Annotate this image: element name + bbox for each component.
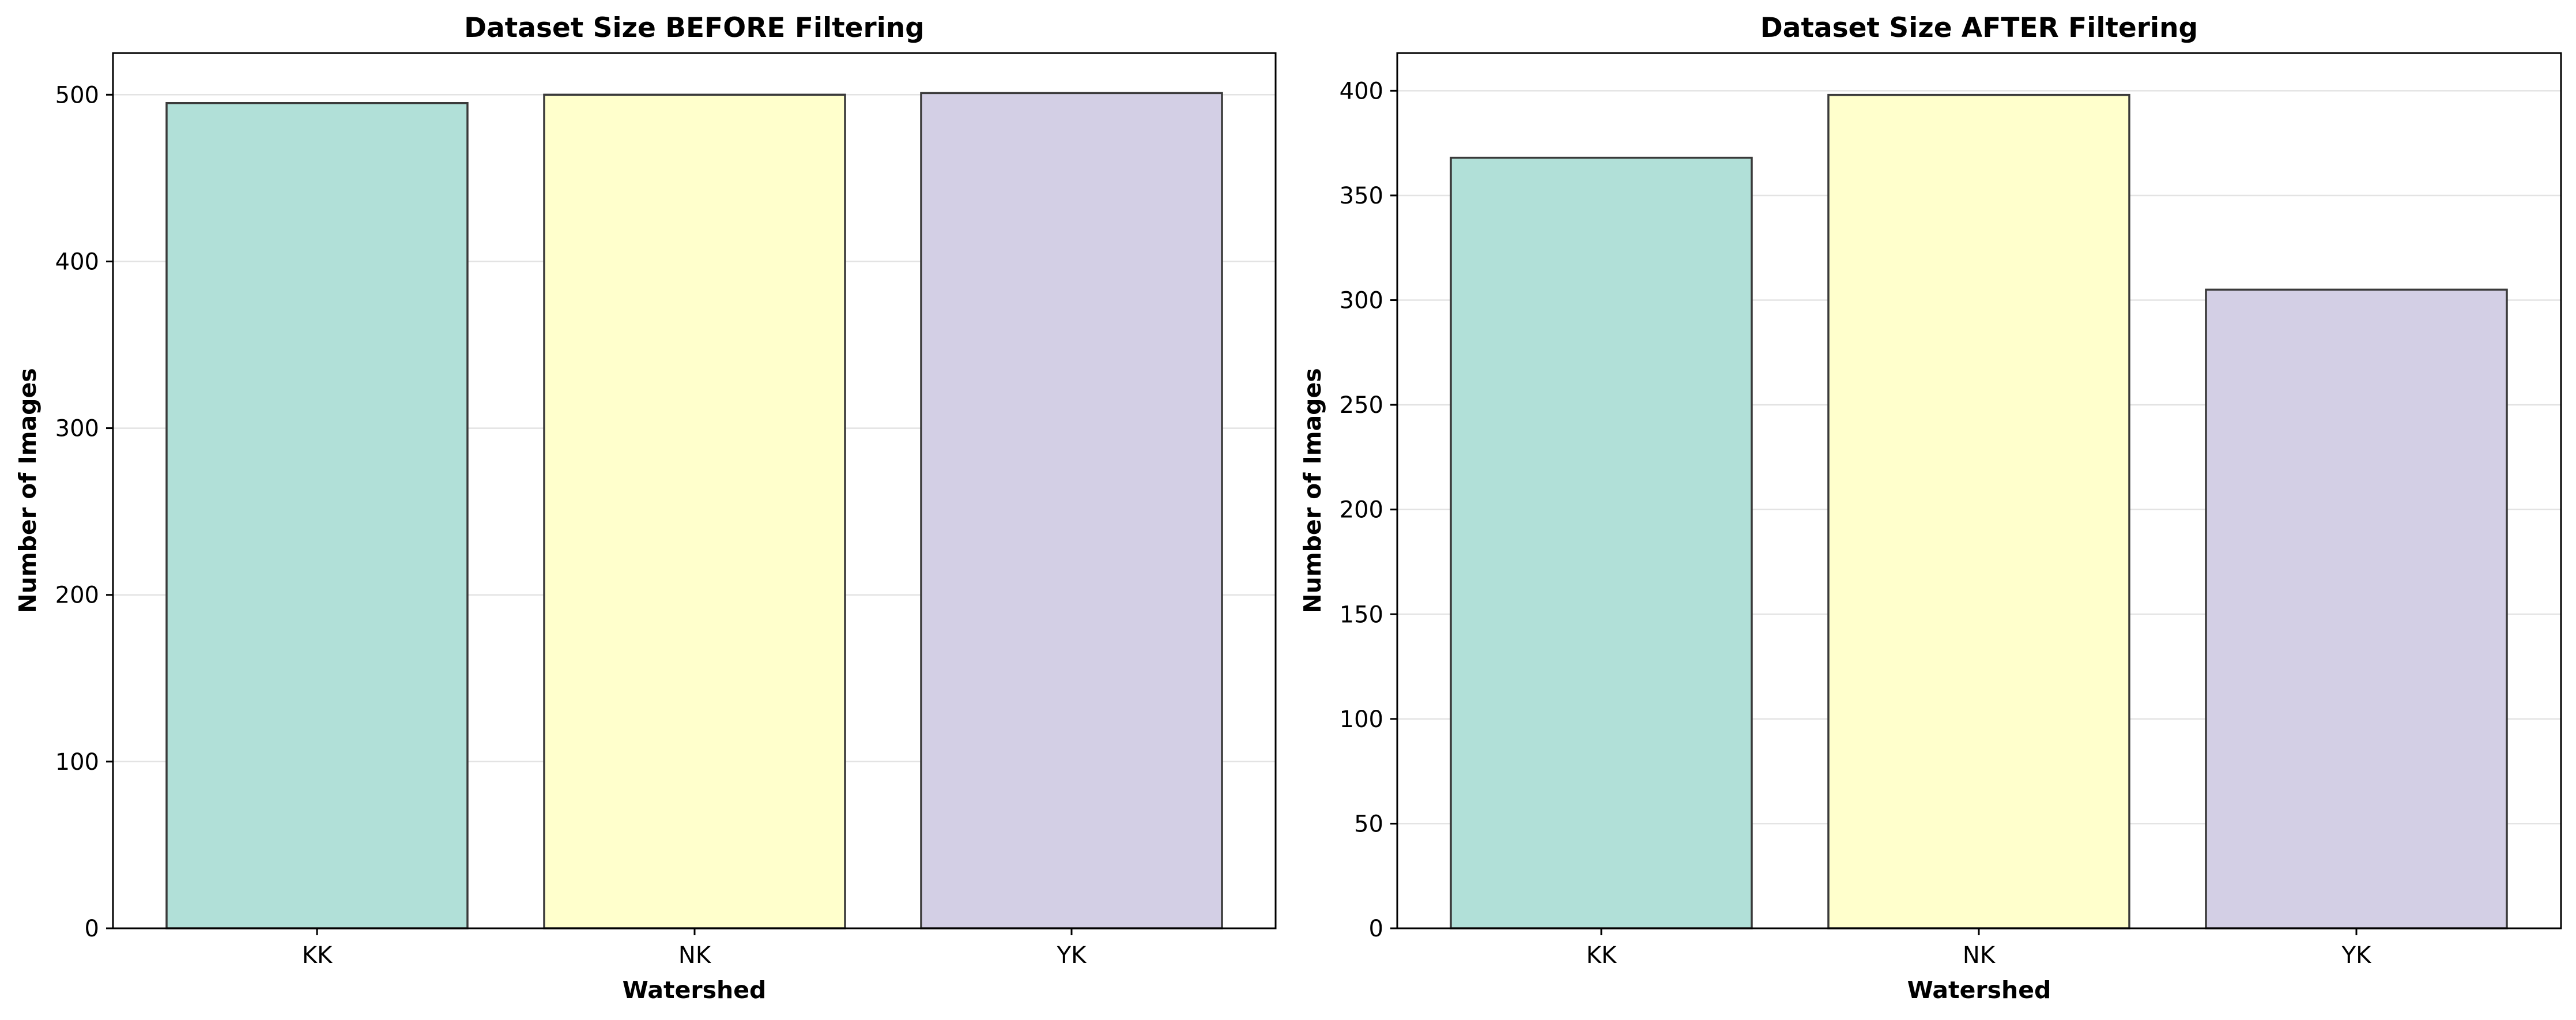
x-tick-label: YK	[2341, 942, 2372, 969]
y-tick-label: 200	[55, 582, 99, 609]
x-axis-label: Watershed	[1907, 976, 2051, 1004]
chart-title: Dataset Size BEFORE Filtering	[464, 12, 925, 44]
bar-kk	[165, 101, 469, 929]
y-tick-label: 50	[1354, 811, 1383, 837]
y-axis-label: Number of Images	[1299, 368, 1326, 613]
y-tick-label: 350	[1340, 183, 1383, 209]
chart-panel-2: 0 50 100 150 200 250 300 350 400 KK NK YK Dataset Si…	[1299, 12, 2562, 1004]
y-tick-label: 100	[1340, 706, 1383, 733]
y-axis-label: Number of Images	[14, 368, 42, 613]
y-tick-label: 400	[1340, 78, 1383, 104]
y-tick-label: 0	[1369, 916, 1383, 942]
bar-yk	[2205, 288, 2508, 929]
x-axis-label: Watershed	[623, 976, 767, 1004]
bar-nk	[1827, 93, 2130, 929]
y-tick-label: 200	[1340, 497, 1383, 524]
x-tick-label: YK	[1057, 942, 1087, 969]
y-tick-label: 150	[1340, 601, 1383, 628]
x-tick-label: KK	[302, 942, 333, 969]
x-tick-label: KK	[1586, 942, 1617, 969]
chart-panel-1: 0 100 200 300 400 500 KK NK YK Dataset Size BEFOR…	[14, 12, 1277, 1004]
bar-nk	[543, 93, 846, 929]
y-tick-label: 300	[1340, 288, 1383, 314]
y-tick-label: 250	[1340, 392, 1383, 419]
y-tick-label: 500	[55, 82, 99, 108]
x-tick-label: NK	[678, 942, 712, 969]
x-tick-label: NK	[1963, 942, 1996, 969]
bar-kk	[1450, 156, 1753, 929]
y-tick-label: 0	[85, 916, 99, 942]
y-tick-label: 100	[55, 749, 99, 776]
chart-title: Dataset Size AFTER Filtering	[1760, 12, 2198, 44]
bar-yk	[920, 92, 1223, 929]
y-tick-label: 300	[55, 416, 99, 442]
y-tick-label: 400	[55, 249, 99, 275]
